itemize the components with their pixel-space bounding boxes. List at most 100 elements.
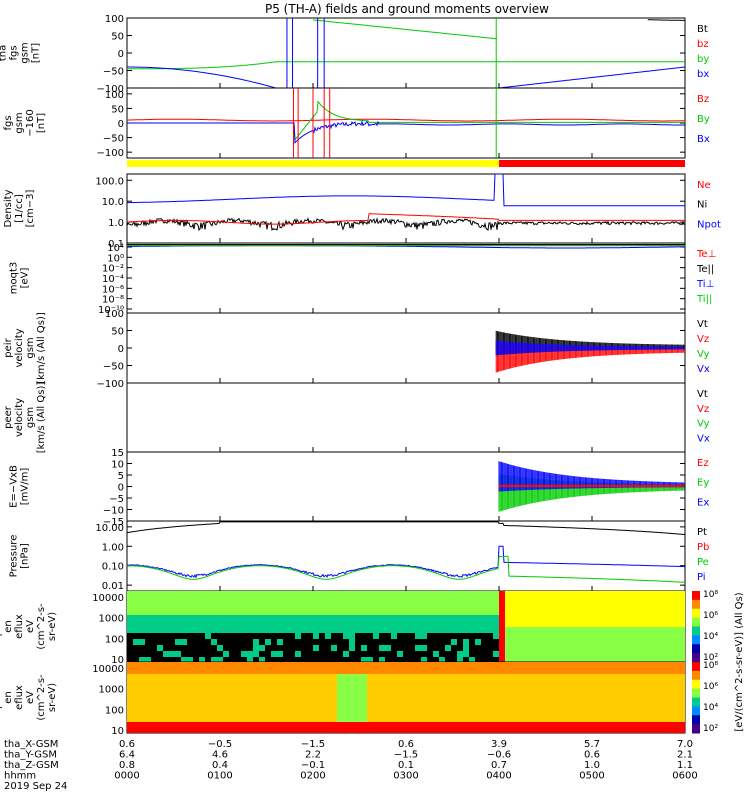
spectrogram-cell [403, 603, 409, 609]
spectrogram-cell [445, 686, 451, 692]
spectrogram-cell [169, 645, 175, 651]
spectrogram-cell [547, 657, 553, 662]
spectrogram-cell [223, 633, 229, 639]
spectrogram-cell [541, 722, 547, 728]
spectrogram-cell [679, 716, 685, 722]
spectrogram-cell [313, 680, 319, 686]
bx-series [127, 119, 685, 144]
spectrogram-cell [535, 716, 541, 722]
spectrogram-cell [307, 710, 313, 716]
spectrogram-cell [319, 680, 325, 686]
spectrogram-cell [421, 674, 427, 680]
spectrogram-cell [325, 627, 331, 633]
spectrogram-cell [529, 657, 535, 662]
spectrogram-cell [595, 591, 601, 597]
spectrogram-cell [319, 639, 325, 645]
spectrogram-cell [547, 651, 553, 657]
spectrogram-cell [625, 716, 631, 722]
spectrogram-cell [163, 680, 169, 686]
spectrogram-cell [577, 633, 583, 639]
spectrogram-cell [565, 657, 571, 662]
spectrogram-cell [349, 698, 355, 704]
spectrogram-cell [355, 668, 361, 674]
spectrogram-cell [289, 633, 295, 639]
spectrogram-cell [259, 668, 265, 674]
spectrogram-cell [529, 668, 535, 674]
spectrogram-cell [253, 716, 259, 722]
spectrogram-cell [667, 704, 673, 710]
spectrogram-cell [661, 662, 667, 668]
spectrogram-cell [625, 609, 631, 615]
spectrogram-cell [601, 657, 607, 662]
spectrogram-cell [355, 591, 361, 597]
spectrogram-cell [523, 722, 529, 728]
spectrogram-cell [343, 621, 349, 627]
y-axis-label-line: fgs [3, 115, 14, 130]
y-axis-label-line: moqt3 [9, 262, 20, 295]
spectrogram-cell [667, 591, 673, 597]
spectrogram-cell [613, 603, 619, 609]
spectrogram-cell [451, 603, 457, 609]
spectrogram-cell [265, 633, 271, 639]
spectrogram-cell [361, 704, 367, 710]
spectrogram-cell [451, 627, 457, 633]
spectrogram-cell [193, 657, 199, 662]
x-tick-label: 0100 [207, 771, 232, 782]
spectrogram-cell [451, 621, 457, 627]
spectrogram-cell [337, 597, 343, 603]
spectrogram-cell [475, 716, 481, 722]
spectrogram-cell [463, 704, 469, 710]
spectrogram-cell [379, 710, 385, 716]
spectrogram-cell [601, 651, 607, 657]
spectrogram-cell [679, 615, 685, 621]
spectrogram-cell [541, 716, 547, 722]
spectrogram-cell [331, 627, 337, 633]
spectrogram-cell [271, 668, 277, 674]
spectrogram-cell [547, 686, 553, 692]
spectrogram-cell [673, 645, 679, 651]
spectrogram-cell [181, 668, 187, 674]
spectrogram-cell [487, 668, 493, 674]
spectrogram-cell [655, 686, 661, 692]
spectrogram-cell [361, 597, 367, 603]
spectrogram-cell [145, 603, 151, 609]
spectrogram-cell [373, 645, 379, 651]
spectrogram-cell [595, 645, 601, 651]
spectrogram-cell [607, 704, 613, 710]
spectrogram-cell [595, 680, 601, 686]
x-tick-label: 0600 [672, 771, 697, 782]
spectrogram-cell [517, 651, 523, 657]
spectrogram-cell [433, 680, 439, 686]
spectrogram-cell [661, 621, 667, 627]
spectrogram-cell [583, 627, 589, 633]
spectrogram-cell [187, 662, 193, 668]
spectrogram-cell [427, 621, 433, 627]
spectrogram-cell [667, 621, 673, 627]
spectrogram-cell [211, 615, 217, 621]
spectrogram-cell [403, 710, 409, 716]
spectrogram-cell [529, 645, 535, 651]
legend-entry: By [697, 114, 710, 125]
spectrogram-cell [223, 591, 229, 597]
spectrogram-cell [199, 680, 205, 686]
spectrogram-cell [625, 668, 631, 674]
spectrogram-cell [289, 728, 295, 733]
spectrogram-cell [577, 710, 583, 716]
y-tick-label: 10⁻⁸ [102, 295, 124, 306]
spectrogram-cell [439, 728, 445, 733]
spectrogram-cell [151, 698, 157, 704]
spectrogram-cell [325, 698, 331, 704]
x-tick-label: 0.6 [119, 739, 135, 750]
spectrogram-cell [181, 692, 187, 698]
spectrogram-cell [271, 591, 277, 597]
spectrogram-cell [619, 639, 625, 645]
y-axis-label-line: eV [25, 620, 36, 633]
spectrogram-cell [679, 674, 685, 680]
x-row-label: 2019 Sep 24 [4, 781, 67, 792]
spectrogram-cell [367, 591, 373, 597]
spectrogram-cell [457, 722, 463, 728]
y-axis-label-line: [nPa] [20, 543, 31, 569]
spectrogram-cell [295, 680, 301, 686]
legend-entry: Bt [697, 24, 708, 35]
spectrogram-cell [625, 639, 631, 645]
